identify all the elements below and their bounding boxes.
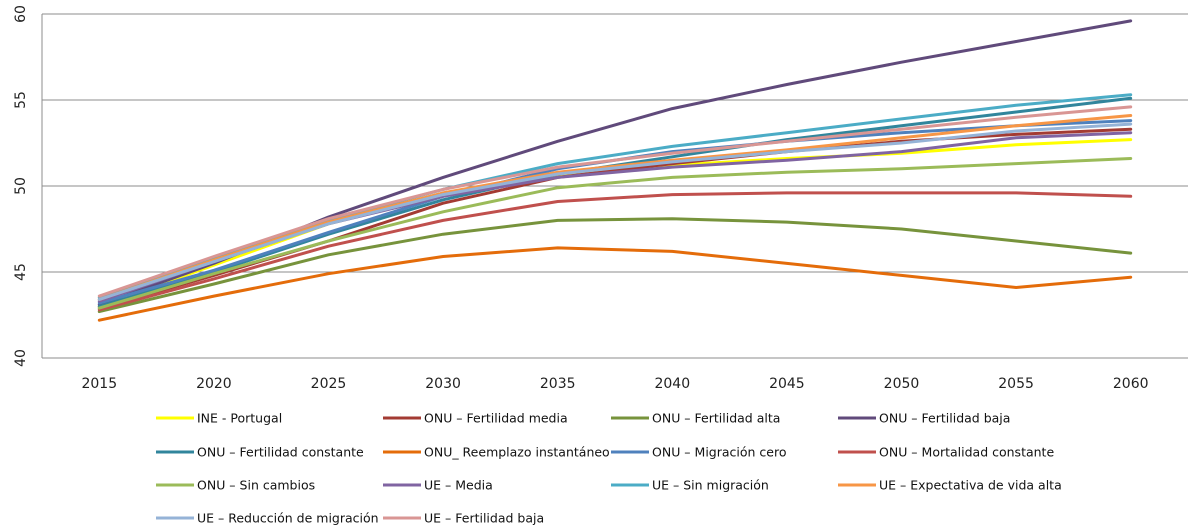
legend-label: INE - Portugal [197,411,282,426]
x-tick-label: 2025 [311,376,347,392]
legend-item: UE – Expectativa de vida alta [838,478,1062,493]
legend-item: ONU_ Reemplazo instantáneo [383,445,610,460]
legend-item: ONU – Fertilidad alta [611,411,780,426]
series-line-14 [97,105,1133,298]
legend-label: UE – Media [424,478,493,493]
series-line-10 [97,131,1133,303]
x-tick-label: 2060 [1113,376,1149,392]
legend-label: ONU – Fertilidad media [424,411,568,426]
axes: 40 45 50 55 60 2015 2020 2025 2030 2035 2040 2045 20… [13,5,1149,392]
x-tick-label: 2035 [540,376,576,392]
series-line-8 [97,191,1133,312]
legend-label: ONU – Fertilidad alta [652,411,780,426]
x-tick-label: 2015 [81,376,117,392]
x-tick-label: 2020 [196,376,232,392]
legend-label: ONU_ Reemplazo instantáneo [424,445,610,460]
x-tick-label: 2030 [425,376,461,392]
legend-label: ONU – Sin cambios [197,478,315,493]
legend-item: ONU – Migración cero [611,445,787,460]
legend-item: INE - Portugal [156,411,282,426]
y-tick-label: 60 [13,5,29,23]
legend-label: ONU – Fertilidad baja [879,411,1010,426]
legend-label: UE – Fertilidad baja [424,511,544,526]
legend-label: UE – Sin migración [652,478,769,493]
legend-label: ONU – Fertilidad constante [197,445,364,460]
x-tick-label: 2045 [769,376,805,392]
y-tick-label: 40 [13,349,29,367]
y-tick-label: 50 [13,177,29,195]
series-line-11 [97,93,1133,300]
y-tick-label: 45 [13,263,29,281]
legend-item: UE – Sin migración [611,478,769,493]
legend-item: ONU – Sin cambios [156,478,315,493]
legend-label: ONU – Mortalidad constante [879,445,1054,460]
legend-label: ONU – Migración cero [652,445,787,460]
y-tick-label: 55 [13,91,29,109]
series-line-9 [97,157,1133,310]
x-tick-label: 2055 [998,376,1034,392]
legend: INE - Portugal ONU – Fertilidad media ONU … [156,411,1062,526]
legend-label: UE – Reducción de migración [197,511,379,526]
series-line-6 [97,246,1133,322]
series-line-3 [97,217,1133,314]
legend-label: UE – Expectativa de vida alta [879,478,1062,493]
series-lines [97,19,1133,322]
series-line-12 [97,114,1133,301]
legend-item: ONU – Fertilidad baja [838,411,1010,426]
x-tick-label: 2050 [884,376,920,392]
legend-item: UE – Fertilidad baja [383,511,544,526]
gridlines [42,13,1188,359]
legend-item: UE – Reducción de migración [156,511,379,526]
legend-item: UE – Media [383,478,493,493]
legend-item: ONU – Fertilidad constante [156,445,364,460]
legend-item: ONU – Fertilidad media [383,411,568,426]
x-tick-label: 2040 [654,376,690,392]
legend-item: ONU – Mortalidad constante [838,445,1054,460]
series-line-13 [97,122,1133,301]
